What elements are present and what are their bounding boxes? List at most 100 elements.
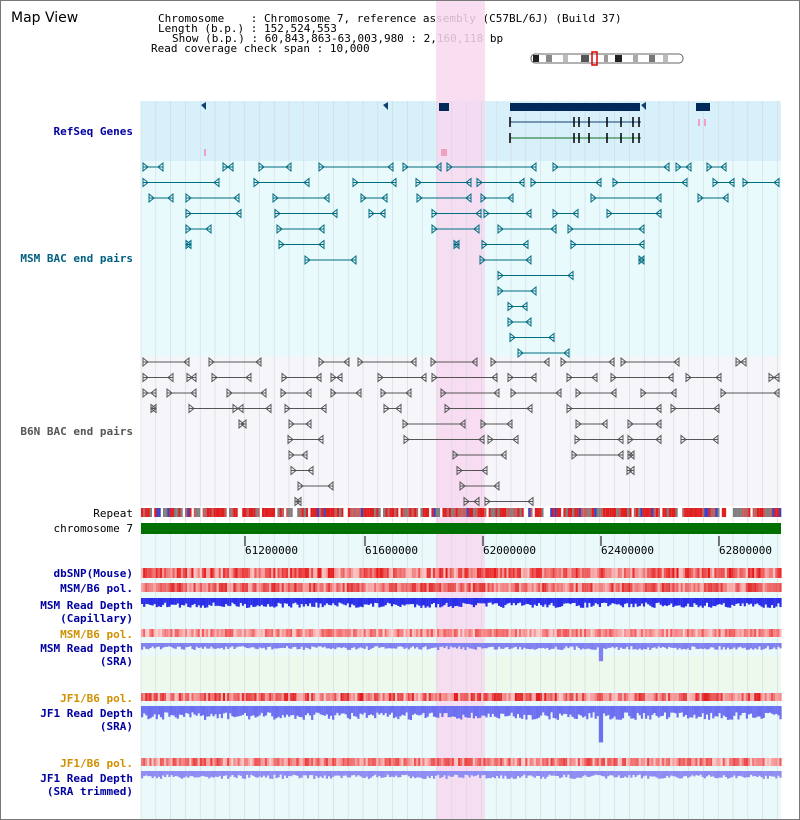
jf1-b6-pol-cell bbox=[703, 693, 706, 701]
jf1-depth-trimmed-bar bbox=[225, 771, 228, 776]
msm-depth-capillary-bar bbox=[632, 598, 635, 608]
msm-b6-pol-sra-cell bbox=[474, 629, 478, 637]
dbsnp-cell bbox=[495, 568, 499, 578]
msm-depth-sra-bar bbox=[325, 643, 328, 649]
jf1-b6-pol-trimmed-cell bbox=[166, 758, 169, 766]
jf1-b6-pol-trimmed-cell bbox=[296, 758, 299, 766]
dbsnp-cell bbox=[164, 568, 167, 578]
msm-depth-sra-bar bbox=[546, 643, 549, 648]
msm-b6-pol-sra-cell bbox=[718, 629, 721, 637]
msm-depth-sra-bar bbox=[399, 643, 402, 647]
jf1-b6-pol-trimmed-cell bbox=[241, 758, 244, 766]
jf1-depth-trimmed-bar bbox=[451, 771, 454, 777]
jf1-b6-pol-cell bbox=[729, 693, 732, 701]
msm-depth-capillary-bar bbox=[760, 598, 763, 607]
b6n-bac-pair-end bbox=[226, 387, 233, 399]
msm-depth-sra-bar bbox=[672, 643, 675, 649]
jf1-depth-trimmed-bar bbox=[464, 771, 467, 775]
jf1-depth-trimmed-bar bbox=[758, 771, 761, 776]
msm-depth-capillary-bar bbox=[628, 598, 631, 608]
jf1-depth-sra-bar bbox=[422, 706, 425, 713]
b6n-bac-pair-end bbox=[456, 465, 463, 476]
msm-depth-capillary-bar bbox=[733, 598, 736, 606]
msm-b6-pol-cell bbox=[674, 583, 677, 592]
dbsnp-cell bbox=[651, 568, 654, 578]
msm-depth-sra-bar bbox=[348, 643, 352, 650]
msm-depth-capillary-bar bbox=[346, 598, 349, 604]
repeat-segment bbox=[213, 508, 216, 517]
dbsnp-cell bbox=[645, 568, 648, 578]
msm-depth-capillary-bar bbox=[348, 598, 352, 608]
msm-depth-sra-bar bbox=[678, 643, 681, 649]
jf1-depth-trimmed-bar bbox=[773, 771, 776, 777]
dbsnp-cell bbox=[745, 568, 748, 578]
jf1-b6-pol-cell bbox=[401, 693, 404, 701]
jf1-depth-sra-bar bbox=[487, 706, 490, 714]
jf1-b6-pol-trimmed-cell bbox=[733, 758, 736, 766]
jf1-b6-pol-cell bbox=[691, 693, 694, 701]
msm-b6-pol-sra-cell bbox=[233, 629, 236, 637]
msm-b6-pol-cell bbox=[313, 583, 316, 592]
msm-depth-sra-bar bbox=[666, 643, 669, 649]
jf1-depth-trimmed-bar bbox=[426, 771, 429, 777]
msm-b6-pol-sra-cell bbox=[546, 629, 549, 637]
dbsnp-cell bbox=[638, 568, 641, 578]
msm-b6-pol-cell bbox=[661, 583, 664, 592]
repeat-segment bbox=[301, 508, 304, 517]
repeat-segment bbox=[528, 508, 531, 517]
msm-b6-pol-cell bbox=[214, 583, 217, 592]
jf1-b6-pol-cell bbox=[311, 693, 314, 701]
msm-b6-pol-sra-cell bbox=[632, 629, 635, 637]
msm-b6-pol-sra-cell bbox=[489, 629, 492, 637]
msm-bac-pair-end bbox=[638, 239, 645, 250]
repeat-segment bbox=[499, 508, 502, 517]
msm-b6-pol-cell bbox=[411, 583, 415, 592]
jf1-depth-trimmed-bar bbox=[653, 771, 656, 777]
msm-depth-capillary-bar bbox=[332, 598, 335, 604]
msm-b6-pol-sra-cell bbox=[724, 629, 727, 637]
msm-b6-pol-sra-cell bbox=[386, 629, 389, 637]
msm-depth-capillary-bar bbox=[357, 598, 360, 608]
b6n-bac-pair-end bbox=[575, 387, 582, 399]
b6n-bac-pair-end bbox=[317, 434, 324, 445]
msm-b6-pol-cell bbox=[344, 583, 347, 592]
msm-depth-sra-bar bbox=[668, 643, 671, 647]
msm-b6-pol-cell bbox=[506, 583, 509, 592]
msm-b6-pol-sra-cell bbox=[298, 629, 301, 637]
msm-depth-capillary-bar bbox=[384, 598, 387, 606]
jf1-depth-trimmed-bar bbox=[462, 771, 465, 778]
repeat-segment bbox=[193, 508, 197, 517]
jf1-b6-pol-trimmed-cell bbox=[420, 758, 423, 766]
jf1-b6-pol-trimmed-cell bbox=[262, 758, 265, 766]
b6n-bac-pair-end bbox=[305, 387, 312, 399]
jf1-depth-sra-bar bbox=[764, 706, 767, 713]
repeat-segment bbox=[655, 508, 659, 517]
jf1-b6-pol-trimmed-cell bbox=[309, 758, 312, 766]
msm-b6-pol-cell bbox=[600, 583, 604, 592]
msm-b6-pol-cell bbox=[701, 583, 704, 592]
jf1-b6-pol-cell bbox=[586, 693, 589, 701]
repeat-segment bbox=[686, 508, 689, 517]
msm-depth-sra-bar bbox=[726, 643, 730, 648]
jf1-b6-pol-cell bbox=[764, 693, 767, 701]
msm-depth-capillary-bar bbox=[676, 598, 679, 606]
jf1-depth-trimmed-bar bbox=[731, 771, 734, 778]
dbsnp-cell bbox=[170, 568, 173, 578]
jf1-depth-trimmed-bar bbox=[269, 771, 272, 779]
repeat-segment bbox=[246, 508, 249, 517]
msm-depth-sra-bar bbox=[260, 643, 263, 649]
jf1-b6-pol-trimmed-cell bbox=[216, 758, 219, 766]
jf1-b6-pol-cell bbox=[462, 693, 465, 701]
msm-depth-capillary-bar bbox=[743, 598, 746, 607]
msm-depth-sra-bar bbox=[351, 643, 354, 648]
msm-bac-pair-end bbox=[435, 161, 442, 173]
dbsnp-cell bbox=[267, 568, 270, 578]
msm-b6-pol-sra-cell bbox=[199, 629, 202, 637]
jf1-b6-pol-trimmed-cell bbox=[351, 758, 354, 766]
b6n-bac-pair-end bbox=[471, 356, 478, 368]
jf1-b6-pol-trimmed-cell bbox=[271, 758, 274, 766]
jf1-depth-sra-bar bbox=[414, 706, 417, 714]
jf1-depth-trimmed-bar bbox=[720, 771, 723, 778]
jf1-depth-trimmed-bar bbox=[615, 771, 618, 778]
msm-b6-pol-sra-cell bbox=[762, 629, 765, 637]
